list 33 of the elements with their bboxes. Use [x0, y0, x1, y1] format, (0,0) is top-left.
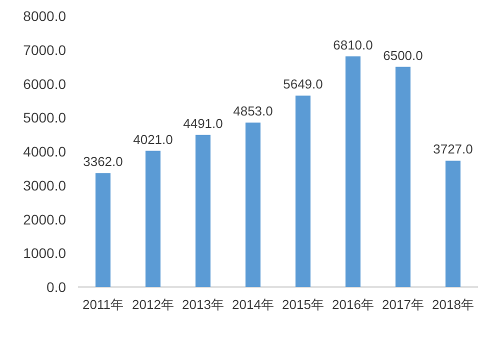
- bar: [296, 96, 310, 287]
- y-tick-label: 0.0: [46, 279, 66, 295]
- bar: [446, 160, 460, 287]
- text: 4021.0: [133, 132, 173, 147]
- x-tick-label: 2012年: [132, 297, 174, 312]
- text: 3362.0: [83, 154, 123, 170]
- x-tick-label: 2014年: [232, 297, 274, 312]
- x-tick-label: 2017年: [382, 297, 424, 312]
- text: 4853.0: [233, 104, 273, 119]
- text: 6810.0: [333, 37, 373, 52]
- x-tick-label: 2011年: [82, 297, 124, 312]
- text: 6500.0: [383, 48, 423, 63]
- y-tick-label: 4000.0: [23, 144, 66, 160]
- bar: [146, 150, 160, 287]
- y-tick-label: 8000.0: [23, 8, 66, 24]
- y-tick-label: 5000.0: [23, 110, 66, 126]
- x-tick-label: 2013年: [182, 297, 224, 312]
- text: 4491.0: [183, 116, 223, 131]
- bar: [396, 66, 410, 287]
- x-tick-label: 2018年: [432, 297, 474, 312]
- y-tick-label: 3000.0: [23, 177, 66, 194]
- y-tick-label: 6000.0: [23, 76, 66, 92]
- y-tick-label: 2000.0: [23, 211, 66, 228]
- text: 3727.0: [433, 142, 473, 157]
- bar: [346, 56, 360, 287]
- x-tick-label: 2016年: [332, 297, 374, 312]
- bar: [246, 122, 260, 287]
- bar: [196, 134, 210, 287]
- text: 5649.0: [283, 76, 323, 92]
- x-tick-label: 2015年: [282, 297, 324, 312]
- bar: [96, 173, 110, 287]
- y-tick-label: 7000.0: [23, 42, 66, 58]
- y-tick-label: 1000.0: [23, 245, 66, 262]
